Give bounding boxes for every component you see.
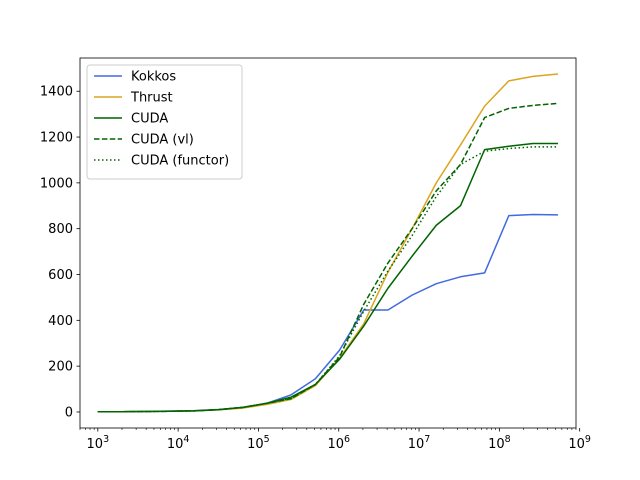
series-layer xyxy=(97,73,559,413)
x-tick-label-exponent: 4 xyxy=(183,434,189,445)
x-tick-label-exponent: 7 xyxy=(424,434,430,445)
y-tick-label-2: 400 xyxy=(48,314,73,329)
x-tick-label-3: 106 xyxy=(327,434,350,452)
plot-frame xyxy=(79,57,577,429)
x-tick-label-exponent: 9 xyxy=(585,434,591,445)
x-tick-label-base: 10 xyxy=(247,437,264,452)
y-tick-label-0: 0 xyxy=(65,405,73,420)
legend-label-2: CUDA xyxy=(131,112,168,127)
x-tick-label-exponent: 5 xyxy=(264,434,270,445)
legend: Kokkos Thrust CUDA CUDA (vl) CUDA (functor) xyxy=(86,64,243,180)
y-tick-label-4: 800 xyxy=(48,222,73,237)
y-tick-label-1: 200 xyxy=(48,360,73,375)
y-tick-label-6: 1200 xyxy=(40,131,73,146)
x-tick-label-6: 109 xyxy=(568,434,591,452)
x-tick-label-5: 108 xyxy=(488,434,511,452)
x-tick-label-base: 10 xyxy=(87,437,104,452)
legend-label-3: CUDA (vl) xyxy=(131,133,194,148)
x-tick-label-exponent: 6 xyxy=(344,434,350,445)
legend-box xyxy=(86,64,243,180)
y-tick-label-7: 1400 xyxy=(40,85,73,100)
x-tick-label-0: 103 xyxy=(87,434,110,452)
x-tick-label-1: 104 xyxy=(167,434,190,452)
x-tick-label-exponent: 8 xyxy=(505,434,511,445)
x-tick-label-4: 107 xyxy=(408,434,431,452)
legend-label-0: Kokkos xyxy=(131,70,176,85)
x-tick-label-base: 10 xyxy=(167,437,184,452)
x-tick-label-base: 10 xyxy=(568,437,585,452)
y-tick-label-5: 1000 xyxy=(40,176,73,191)
legend-label-4: CUDA (functor) xyxy=(131,154,229,169)
legend-label-1: Thrust xyxy=(130,91,173,106)
x-tick-label-base: 10 xyxy=(488,437,505,452)
series-line-4 xyxy=(97,146,558,413)
x-tick-label-base: 10 xyxy=(408,437,425,452)
y-axis: 0 200 400 600 800 1000 1200 1400 xyxy=(40,85,80,420)
y-tick-label-3: 600 xyxy=(48,268,73,283)
x-tick-label-exponent: 3 xyxy=(103,434,109,445)
x-tick-label-2: 105 xyxy=(247,434,270,452)
x-tick-label-base: 10 xyxy=(327,437,344,452)
x-axis: 103 104 105 106 107 108 109 xyxy=(79,428,591,452)
